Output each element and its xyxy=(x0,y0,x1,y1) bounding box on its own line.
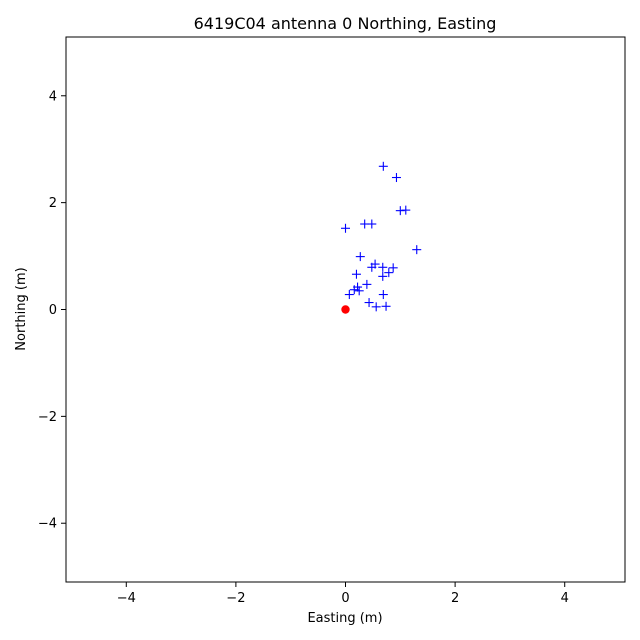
chart-title: 6419C04 antenna 0 Northing, Easting xyxy=(194,14,497,33)
y-tick-label: −2 xyxy=(38,410,57,425)
data-point-plus xyxy=(384,268,394,278)
x-tick-label: −4 xyxy=(117,591,136,606)
data-point-plus xyxy=(349,285,359,295)
data-point-plus xyxy=(378,161,388,171)
data-point-plus xyxy=(391,173,401,183)
y-axis: −4 −2 0 2 4 xyxy=(38,89,66,532)
y-axis-label: Northing (m) xyxy=(14,267,29,350)
x-axis-label: Easting (m) xyxy=(307,611,382,626)
x-axis: −4 −2 0 2 4 xyxy=(117,582,569,606)
data-point-plus xyxy=(354,286,364,296)
data-point-plus xyxy=(344,290,354,300)
x-tick-label: −2 xyxy=(226,591,245,606)
data-point-plus xyxy=(367,262,377,272)
marks-layer xyxy=(341,161,422,314)
x-tick-label: 2 xyxy=(451,591,459,606)
data-point-plus xyxy=(364,298,374,308)
data-point-plus xyxy=(388,263,398,273)
data-point-plus xyxy=(367,219,377,229)
data-point-plus xyxy=(355,252,365,262)
data-point-plus xyxy=(378,262,388,272)
data-point-plus xyxy=(378,271,388,281)
x-tick-label: 4 xyxy=(561,591,569,606)
data-point-plus xyxy=(341,223,350,233)
y-tick-label: 0 xyxy=(49,303,57,318)
data-point-plus xyxy=(381,301,391,311)
y-tick-label: 4 xyxy=(49,89,57,104)
data-point-origin xyxy=(341,305,350,314)
data-point-plus xyxy=(412,245,422,255)
data-point-plus xyxy=(351,269,361,279)
data-point-plus xyxy=(371,302,381,312)
y-tick-label: −4 xyxy=(38,517,57,532)
data-point-plus xyxy=(401,205,411,215)
x-tick-label: 0 xyxy=(341,591,349,606)
data-point-plus xyxy=(378,290,388,300)
data-point-plus xyxy=(362,279,372,289)
y-tick-label: 2 xyxy=(49,196,57,211)
